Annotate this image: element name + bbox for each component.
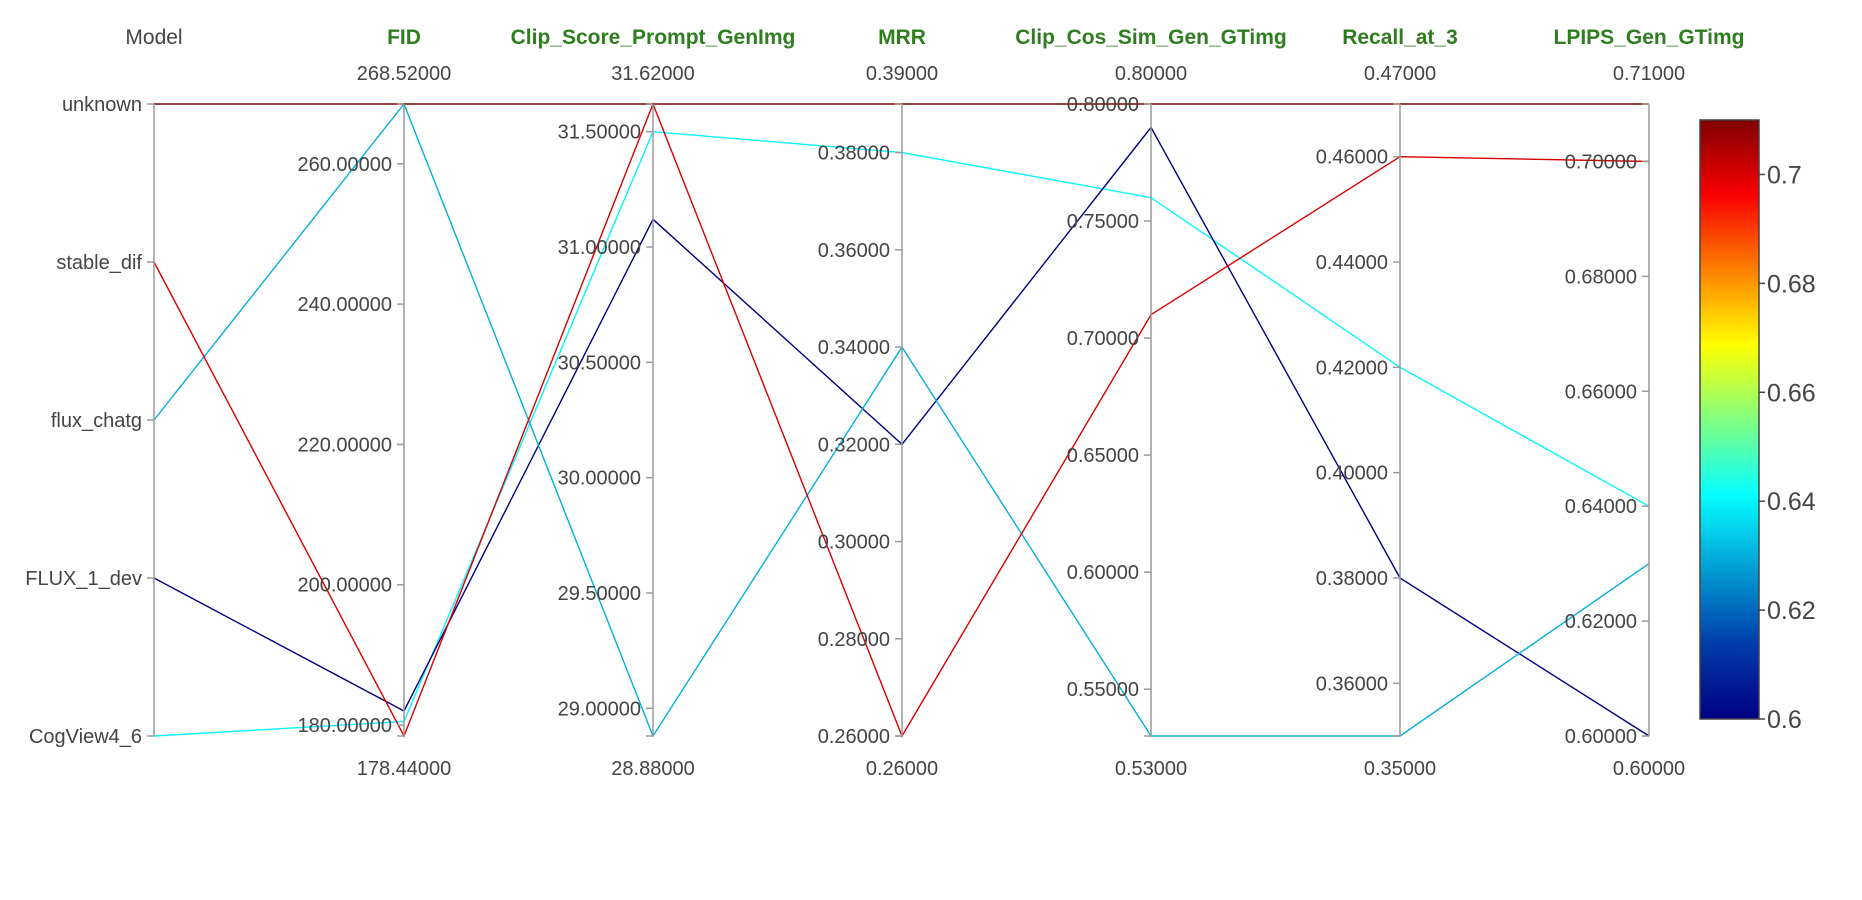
tick-label: 0.40000 xyxy=(1316,463,1388,485)
colorbar-tick-label: 0.62 xyxy=(1767,597,1816,625)
axis-title-lpips[interactable]: LPIPS_Gen_GTimg xyxy=(1554,26,1745,49)
tick-label: 0.38000 xyxy=(818,143,890,165)
tick-label: 30.00000 xyxy=(558,468,641,490)
tick-label: 240.00000 xyxy=(297,294,392,316)
tick-label: 0.36000 xyxy=(818,240,890,262)
tick-label: 0.38000 xyxy=(1316,568,1388,590)
tick-label: 0.60000 xyxy=(1565,726,1637,748)
axis-recall3: Recall_at_3 0.47000 0.35000 0.36000 0.38000 0… xyxy=(1316,26,1458,780)
range-min-label: 0.60000 xyxy=(1613,758,1685,780)
tick-label: 0.46000 xyxy=(1316,147,1388,169)
colorbar-tick-label: 0.6 xyxy=(1767,706,1802,734)
tick-label: 0.28000 xyxy=(818,629,890,651)
range-min-label: 0.35000 xyxy=(1364,758,1436,780)
axis-model: Model CogView4_6 FLUX_1_dev flux_chatg stabl… xyxy=(25,26,182,748)
range-min-label: 28.88000 xyxy=(611,758,694,780)
range-min-label: 0.26000 xyxy=(866,758,938,780)
axis-fid: FID 268.52000 178.44000 180.00000 200.00000 2… xyxy=(297,26,451,780)
tick-label: 0.65000 xyxy=(1067,445,1139,467)
tick-label: 0.70000 xyxy=(1565,151,1637,173)
tick-label: 0.34000 xyxy=(818,337,890,359)
tick-label: 220.00000 xyxy=(297,434,392,456)
tick-label: 0.26000 xyxy=(818,726,890,748)
tick-label: 0.75000 xyxy=(1067,211,1139,233)
axis-title-mrr[interactable]: MRR xyxy=(878,26,926,49)
axis-clip_score: Clip_Score_Prompt_GenImg 31.62000 28.88000… xyxy=(511,26,796,780)
tick-label: 29.00000 xyxy=(558,698,641,720)
tick-label-FLUX_1_dev: FLUX_1_dev xyxy=(25,568,142,590)
tick-label-flux_chatg: flux_chatg xyxy=(51,410,142,432)
tick-label: 0.80000 xyxy=(1067,94,1139,116)
axis-title-recall3[interactable]: Recall_at_3 xyxy=(1342,26,1458,49)
tick-label: 0.70000 xyxy=(1067,328,1139,350)
tick-label: 260.00000 xyxy=(297,154,392,176)
range-max-label: 0.47000 xyxy=(1364,63,1436,85)
tick-label: 0.44000 xyxy=(1316,252,1388,274)
range-max-label: 31.62000 xyxy=(611,63,694,85)
tick-label-unknown: unknown xyxy=(62,94,142,116)
tick-label: 0.36000 xyxy=(1316,673,1388,695)
tick-label: 0.42000 xyxy=(1316,357,1388,379)
tick-label: 0.68000 xyxy=(1565,266,1637,288)
axis-title-clip_score[interactable]: Clip_Score_Prompt_GenImg xyxy=(511,26,796,49)
range-max-label: 268.52000 xyxy=(357,63,452,85)
tick-label: 0.55000 xyxy=(1067,679,1139,701)
tick-label-stable_dif: stable_dif xyxy=(56,252,142,274)
tick-label: 0.64000 xyxy=(1565,496,1637,518)
colorbar-tick-label: 0.66 xyxy=(1767,379,1816,407)
tick-label: 180.00000 xyxy=(297,715,392,737)
tick-label: 31.00000 xyxy=(558,237,641,259)
range-min-label: 0.53000 xyxy=(1115,758,1187,780)
tick-label-CogView4_6: CogView4_6 xyxy=(29,726,142,748)
axes: Model CogView4_6 FLUX_1_dev flux_chatg stabl… xyxy=(25,26,1744,780)
colorbar: 0.6 0.62 0.64 0.66 0.68 0.7 xyxy=(1699,119,1816,734)
range-max-label: 0.39000 xyxy=(866,63,938,85)
tick-label: 30.50000 xyxy=(558,352,641,374)
range-min-label: 178.44000 xyxy=(357,758,452,780)
axis-clip_cos: Clip_Cos_Sim_Gen_GTimg 0.80000 0.53000 0.55… xyxy=(1015,26,1287,780)
tick-label: 31.50000 xyxy=(558,122,641,144)
colorbar-tick-label: 0.7 xyxy=(1767,161,1802,189)
tick-label: 0.62000 xyxy=(1565,611,1637,633)
axis-title-clip_cos[interactable]: Clip_Cos_Sim_Gen_GTimg xyxy=(1015,26,1287,49)
colorbar-tick-label: 0.64 xyxy=(1767,488,1816,516)
colorbar-tick-label: 0.68 xyxy=(1767,270,1816,298)
axis-title-model[interactable]: Model xyxy=(125,26,182,49)
tick-label: 0.32000 xyxy=(818,434,890,456)
range-max-label: 0.80000 xyxy=(1115,63,1187,85)
tick-label: 0.60000 xyxy=(1067,562,1139,584)
tick-label: 0.66000 xyxy=(1565,381,1637,403)
axis-title-fid[interactable]: FID xyxy=(387,26,421,49)
range-max-label: 0.71000 xyxy=(1613,63,1685,85)
tick-label: 200.00000 xyxy=(297,575,392,597)
tick-label: 0.30000 xyxy=(818,532,890,554)
axis-lpips: LPIPS_Gen_GTimg 0.71000 0.60000 0.60000 0.62… xyxy=(1554,26,1745,780)
colorbar-gradient xyxy=(1699,119,1760,720)
axis-mrr: MRR 0.39000 0.26000 0.26000 0.28000 0.30000 0.… xyxy=(818,26,938,780)
tick-label: 29.50000 xyxy=(558,583,641,605)
